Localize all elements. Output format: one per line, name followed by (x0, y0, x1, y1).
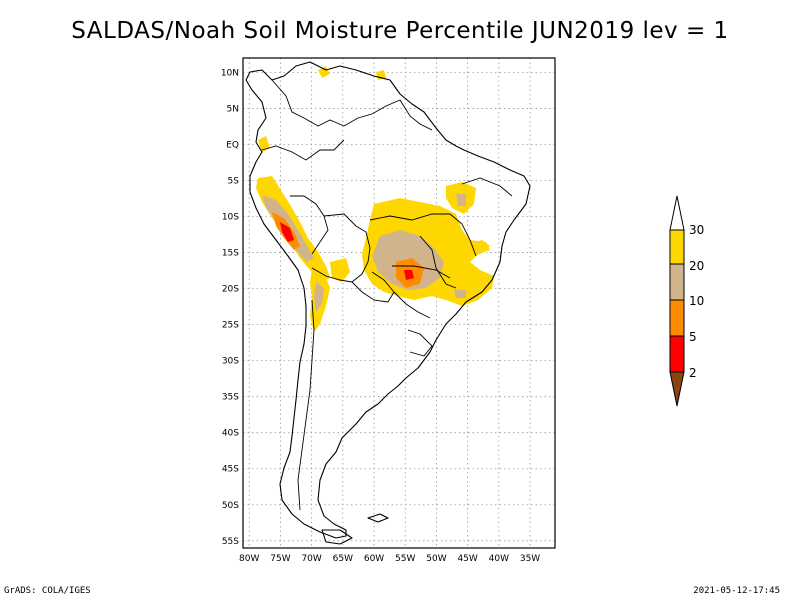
lat-tick-label: 35S (222, 393, 239, 403)
colorbar-segment-20-30 (669, 229, 685, 265)
border-colombia-venezuela (271, 79, 345, 127)
longitude-tick-labels: 80W 75W 70W 65W 60W 55W 50W 45W 40W 35W (239, 554, 540, 564)
colorbar: 30 20 10 5 2 (669, 195, 704, 407)
lat-tick-label: 25S (222, 321, 239, 331)
border-uruguay (407, 329, 433, 357)
border-bolivia-brazil (323, 213, 371, 275)
border-brazil-states-c (449, 213, 477, 257)
border-bolivia-south (311, 267, 363, 283)
shade-east-brazil (452, 240, 490, 258)
border-brazil-states-a (369, 213, 450, 221)
lon-tick-label: 80W (239, 554, 259, 564)
south-america-outline (245, 61, 531, 539)
colorbar-segment-10-20 (669, 263, 685, 301)
latitude-tick-labels: 10N 5N EQ 5S 10S 15S 20S 25S 30S 35S 40S 45S 50S 55S (221, 68, 239, 546)
lon-tick-label: 50W (426, 554, 446, 564)
shade-southeast-tan (454, 290, 466, 298)
colorbar-segment-5-10 (669, 299, 685, 337)
lon-tick-label: 40W (489, 554, 509, 564)
colorbar-label-20: 20 (689, 259, 704, 273)
lon-tick-label: 65W (333, 554, 353, 564)
chart-title: SALDAS/Noah Soil Moisture Percentile JUN… (71, 18, 729, 44)
shade-andes-red (280, 222, 294, 242)
lat-tick-label: 5N (227, 104, 239, 114)
shade-andes-south-tan (314, 282, 324, 312)
lat-tick-label: 55S (222, 537, 239, 547)
lat-tick-label: 40S (222, 429, 239, 439)
border-guianas (399, 99, 433, 131)
shade-misc-ecuador (258, 136, 270, 152)
lon-tick-label: 45W (457, 554, 477, 564)
border-venezuela-brazil (343, 99, 401, 127)
map-frame (242, 57, 556, 549)
border-paraguay (351, 271, 395, 303)
shade-misc-north (318, 66, 330, 78)
map-background (243, 58, 555, 548)
shade-northeast-tan (456, 194, 466, 206)
border-chile-argentina (297, 299, 315, 511)
lat-tick-label: 20S (222, 285, 239, 295)
lat-tick-label: 15S (222, 249, 239, 259)
border-brazil-states-d (392, 265, 451, 279)
lat-tick-label: 5S (228, 177, 240, 187)
lon-tick-label: 35W (520, 554, 540, 564)
lon-tick-label: 60W (364, 554, 384, 564)
map-coastlines (245, 61, 531, 545)
border-argentina-brazil (393, 291, 431, 319)
colorbar-top-arrow (669, 195, 685, 231)
lat-tick-label: EQ (226, 140, 239, 150)
lat-tick-label: 30S (222, 357, 239, 367)
lat-tick-label: 45S (222, 465, 239, 475)
lat-tick-label: 50S (222, 501, 239, 511)
tierra-del-fuego (321, 529, 353, 545)
lat-tick-label: 10S (222, 213, 239, 223)
border-brazil-states-b (419, 235, 457, 289)
colorbar-label-30: 30 (689, 223, 704, 237)
footer-timestamp: 2021-05-12-17:45 (693, 586, 780, 596)
colorbar-label-2: 2 (689, 366, 697, 380)
footer-credit: GrADS: COLA/IGES (4, 586, 91, 596)
falkland-islands (367, 513, 389, 523)
lon-tick-label: 55W (395, 554, 415, 564)
colorbar-bottom-arrow (669, 371, 685, 407)
border-colombia-south (261, 139, 345, 161)
colorbar-label-5: 5 (689, 330, 697, 344)
lon-tick-label: 75W (270, 554, 290, 564)
lat-tick-label: 10N (221, 68, 239, 78)
lon-tick-label: 70W (301, 554, 321, 564)
map-gridlines (243, 58, 555, 548)
colorbar-segment-2-5 (669, 335, 685, 373)
country-borders (261, 79, 513, 511)
soil-moisture-shading (256, 66, 494, 332)
shade-central-brazil-red (404, 270, 414, 280)
border-brazil-states-e (461, 177, 513, 197)
shade-bolivia-lowland (330, 258, 350, 282)
colorbar-label-10: 10 (689, 294, 704, 308)
